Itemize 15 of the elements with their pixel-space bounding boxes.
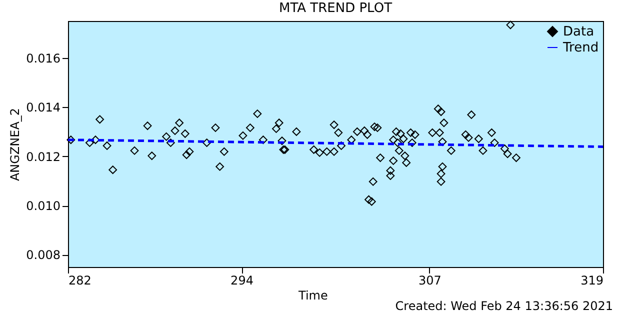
- x-axis-title: Time: [298, 288, 328, 302]
- y-tick-label: 0.010: [26, 199, 60, 213]
- x-tick-label: 319: [580, 274, 604, 288]
- y-tick-label: 0.016: [26, 51, 60, 66]
- legend-label: Trend: [562, 40, 599, 56]
- x-tick-label: 294: [230, 274, 254, 288]
- x-tick-label: 282: [68, 274, 92, 288]
- text: Created: Wed Feb 24 13:36:56 2021: [395, 299, 613, 313]
- y-tick-label: 0.014: [26, 100, 60, 115]
- x-tick-label: 307: [418, 274, 442, 288]
- legend-label: Data: [563, 24, 594, 40]
- chart-title: MTA TREND PLOT: [278, 1, 392, 16]
- y-tick-label: 0.012: [26, 150, 60, 164]
- y-axis-title: ANGZNEA_2: [8, 108, 22, 182]
- y-tick-label: 0.008: [26, 248, 60, 262]
